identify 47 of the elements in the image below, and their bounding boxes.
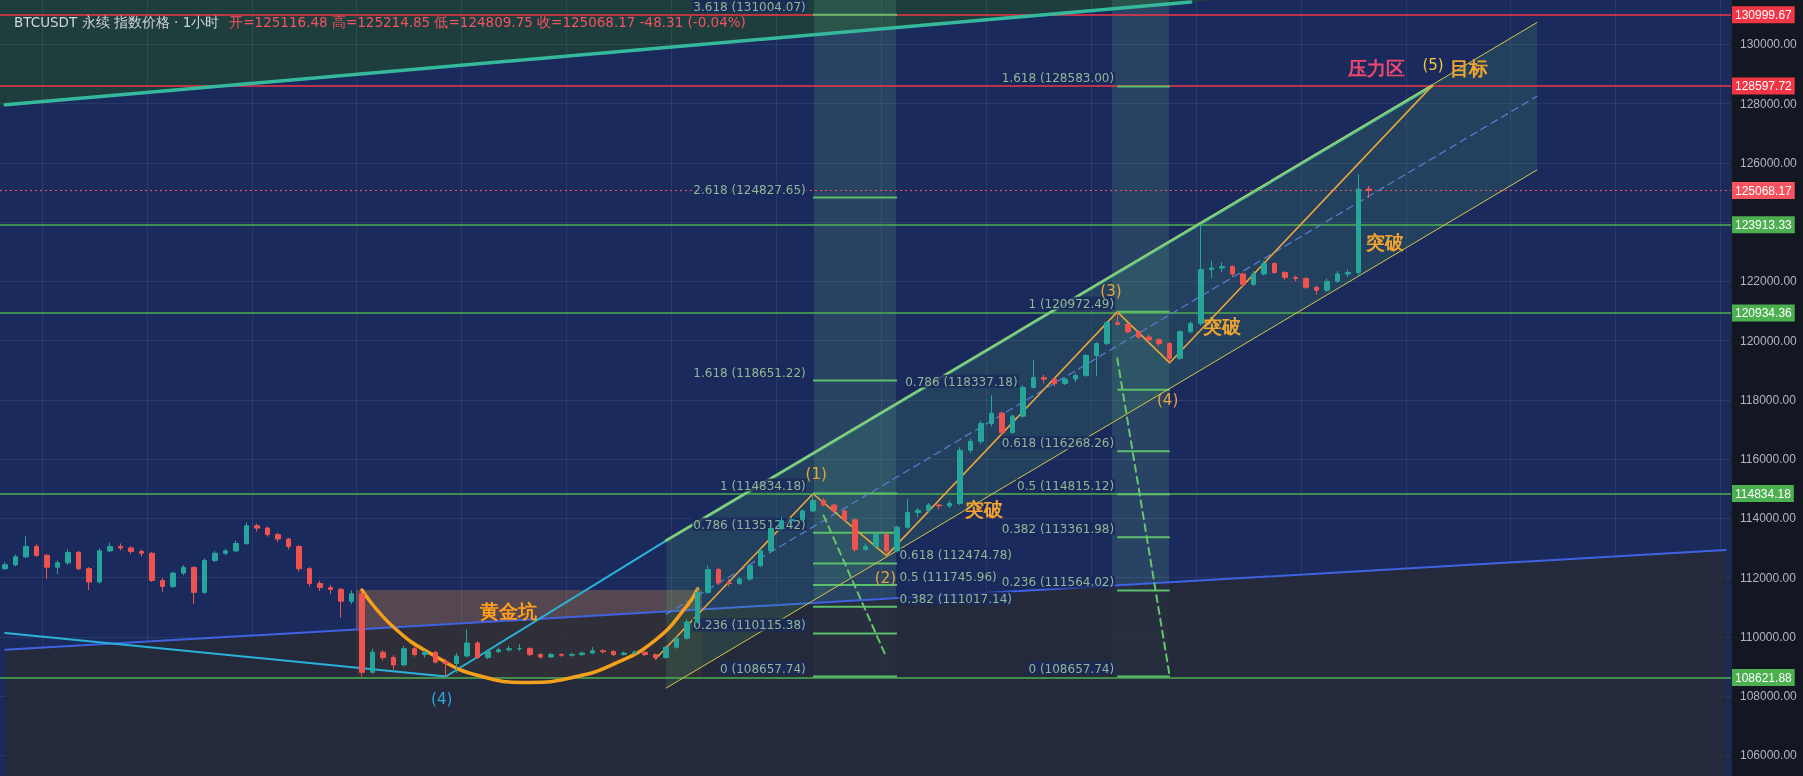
annotation: 0.5 (114815.12) xyxy=(1017,479,1115,494)
annotation: 1.618 (128583.00) xyxy=(1001,71,1115,86)
annotation: 0.382 (113361.98) xyxy=(1001,522,1115,537)
annotation: 2.618 (124827.65) xyxy=(693,182,806,197)
y-tick-label: 110000.00 xyxy=(1740,629,1797,644)
annotation: 0 (108657.74) xyxy=(720,661,806,676)
text: BTCUSDT 永续 指数价格 · 1小时 xyxy=(14,14,220,30)
annotation: (1) xyxy=(805,464,827,483)
ref-line-label: 130999.67 xyxy=(1735,7,1793,22)
y-tick-label: 108000.00 xyxy=(1740,689,1798,704)
y-tick-label: 106000.00 xyxy=(1740,748,1798,763)
y-tick-label: 116000.00 xyxy=(1740,452,1797,467)
annotation: 0.5 (111745.96) xyxy=(899,570,997,585)
ref-line-label: 120934.36 xyxy=(1735,305,1793,320)
ref-line-label: 125068.17 xyxy=(1735,183,1793,198)
annotation: 突破 xyxy=(1202,314,1243,337)
y-tick-label: 112000.00 xyxy=(1740,570,1797,585)
annotation: 0.618 (116268.26) xyxy=(1001,436,1115,451)
annotation: 0.382 (111017.14) xyxy=(899,591,1012,606)
y-tick-label: 122000.00 xyxy=(1740,274,1798,289)
annotation: (5) xyxy=(1422,55,1444,74)
ref-line-label: 114834.18 xyxy=(1735,486,1792,501)
annotation: (2) xyxy=(874,568,897,587)
annotation: 0.786 (118337.18) xyxy=(905,374,1018,389)
annotation: 0 (108657.74) xyxy=(1028,661,1115,676)
annotation: 黄金坑 xyxy=(479,599,538,622)
annotation: 突破 xyxy=(1364,230,1405,253)
annotation: (4) xyxy=(431,690,453,709)
annotation: 0.236 (111564.02) xyxy=(1001,575,1115,590)
y-tick-label: 118000.00 xyxy=(1740,392,1797,407)
annotation: 压力区 xyxy=(1346,56,1405,79)
annotation: 1 (114834.18) xyxy=(720,478,806,493)
ref-line-label: 108621.88 xyxy=(1735,670,1793,685)
annotation: 3.618 (131004.07) xyxy=(693,0,806,14)
ref-line-label: 128597.72 xyxy=(1735,78,1793,93)
y-tick-label: 114000.00 xyxy=(1740,511,1797,526)
y-tick-label: 126000.00 xyxy=(1740,155,1798,170)
y-tick-label: 130000.00 xyxy=(1740,37,1798,52)
annotation: (4) xyxy=(1157,390,1179,409)
annotation: 突破 xyxy=(964,497,1005,520)
ref-line-label: 123913.33 xyxy=(1735,217,1793,232)
text: 开=125116.48 高=125214.85 低=124809.75 收=125068.17 -48.31 (-0.04%) xyxy=(229,14,746,30)
annotation: 1.618 (118651.22) xyxy=(693,365,806,380)
y-tick-label: 120000.00 xyxy=(1740,333,1798,348)
annotation: 0.618 (112474.78) xyxy=(899,548,1012,563)
annotation: 1 (120972.49) xyxy=(1028,296,1115,311)
y-tick-label: 128000.00 xyxy=(1740,96,1798,111)
